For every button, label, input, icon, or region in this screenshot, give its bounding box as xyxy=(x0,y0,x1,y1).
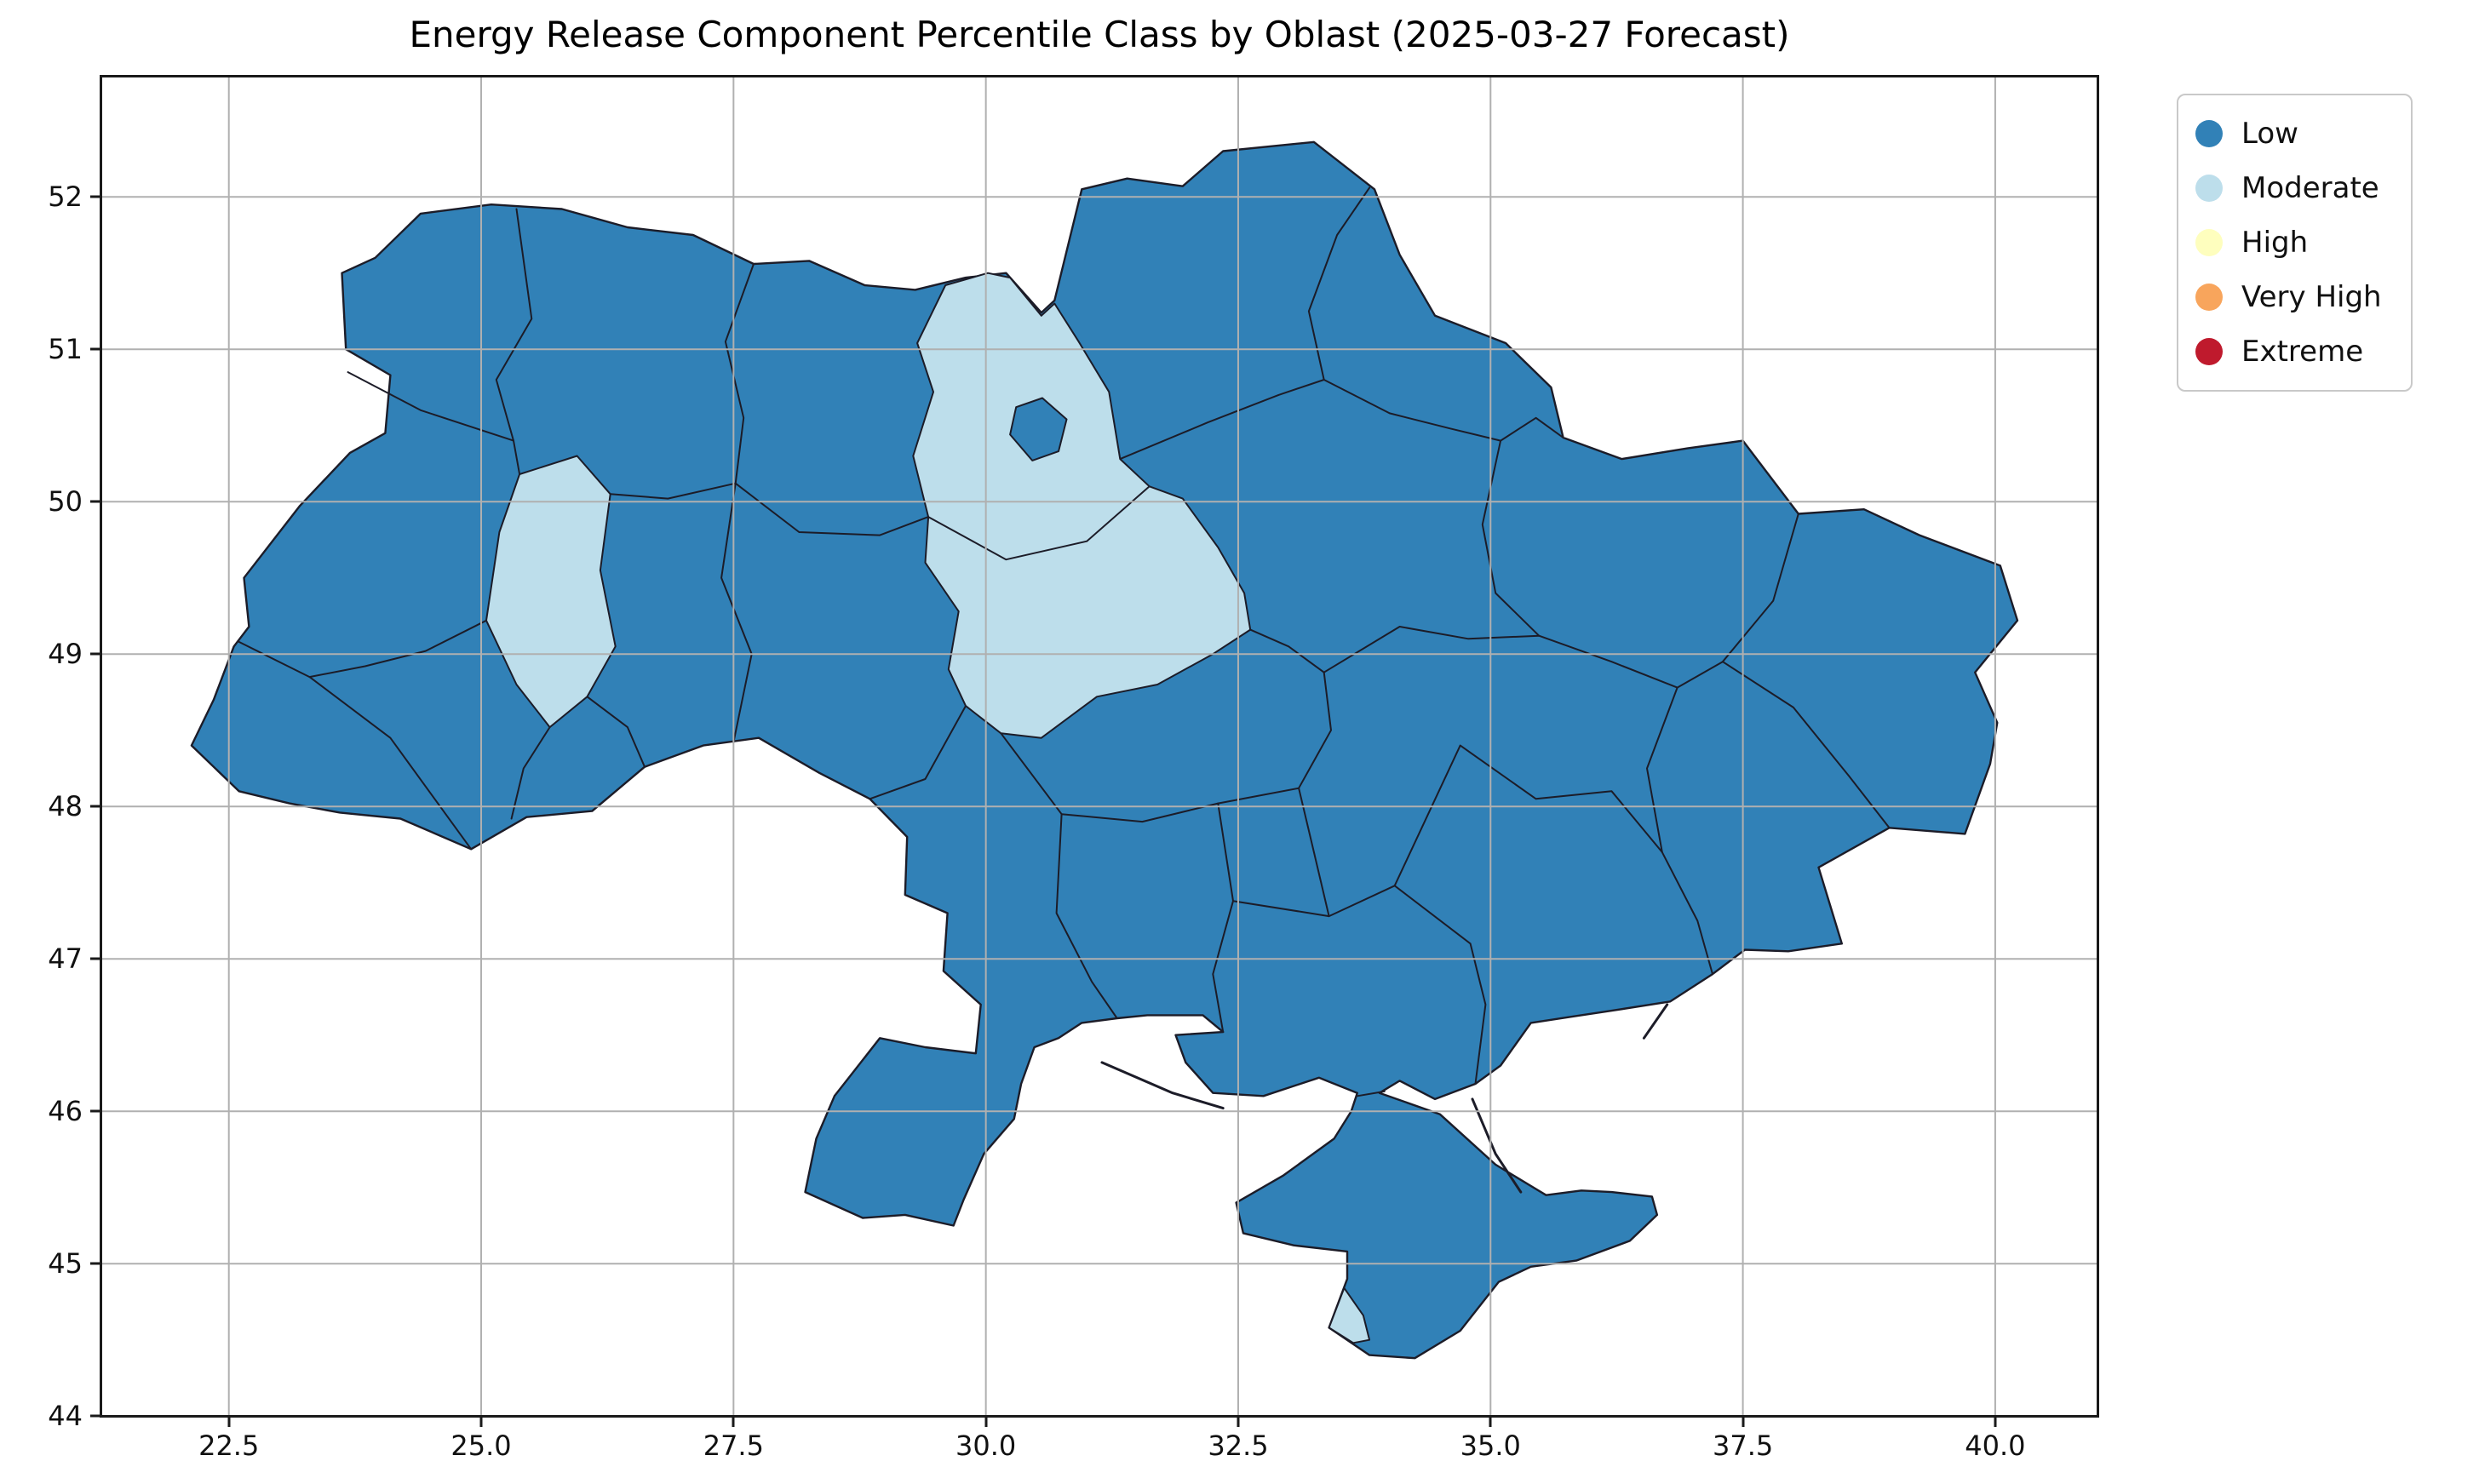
y-tick-mark xyxy=(90,1414,100,1418)
y-tick-mark xyxy=(90,1262,100,1265)
legend-marker-icon xyxy=(2195,175,2223,202)
oblast-moderate-region xyxy=(1328,1286,1371,1344)
oblast-border xyxy=(609,482,737,500)
legend-label: Moderate xyxy=(2241,171,2379,205)
oblast-border xyxy=(869,705,967,800)
map-svg xyxy=(100,75,2099,1418)
legend-label: Low xyxy=(2241,117,2298,151)
coastal-spit xyxy=(1642,1003,1669,1040)
oblast-border xyxy=(1721,661,1891,829)
oblast-border xyxy=(1119,379,1325,461)
oblast-border xyxy=(1298,671,1332,789)
y-tick-mark xyxy=(90,805,100,808)
coastal-spit xyxy=(1100,1061,1225,1110)
plot-area xyxy=(100,75,2099,1418)
oblast-border xyxy=(513,439,521,475)
oblast-border xyxy=(1500,416,1564,442)
chart-title: Energy Release Component Percentile Clas… xyxy=(409,14,1790,55)
y-tick-mark xyxy=(90,347,100,351)
legend-item: High xyxy=(2195,218,2382,267)
y-tick-label: 52 xyxy=(48,180,83,214)
y-tick-mark xyxy=(90,1109,100,1113)
y-tick-label: 46 xyxy=(48,1095,83,1128)
y-tick-label: 44 xyxy=(48,1400,83,1433)
oblast-border xyxy=(927,485,1151,561)
oblast-border xyxy=(1217,802,1234,902)
oblast-border xyxy=(510,726,551,820)
oblast-border xyxy=(1307,186,1371,381)
oblast-border xyxy=(1356,1090,1386,1097)
legend-label: High xyxy=(2241,226,2309,260)
x-tick-label: 30.0 xyxy=(955,1430,1017,1462)
y-tick-label: 47 xyxy=(48,943,83,976)
x-tick-mark xyxy=(1994,1418,1997,1427)
oblast-border xyxy=(1249,628,1325,673)
x-tick-mark xyxy=(1742,1418,1745,1427)
legend-item: Low xyxy=(2195,109,2382,158)
oblast-border xyxy=(1212,900,1234,1034)
oblast-border xyxy=(1060,787,1300,823)
legend-marker-icon xyxy=(2195,229,2223,256)
oblast-border xyxy=(347,371,514,442)
oblast-border xyxy=(1323,626,1541,673)
x-tick-mark xyxy=(227,1418,231,1427)
legend-marker-icon xyxy=(2195,120,2223,147)
x-tick-label: 25.0 xyxy=(450,1430,512,1462)
oblast-border xyxy=(308,619,487,679)
oblast-border xyxy=(1393,744,1663,887)
oblast-border xyxy=(1721,513,1799,663)
oblast-moderate-region xyxy=(485,455,617,729)
x-tick-mark xyxy=(1237,1418,1240,1427)
legend-label: Very High xyxy=(2241,280,2382,314)
x-tick-mark xyxy=(479,1418,483,1427)
y-tick-mark xyxy=(90,500,100,503)
oblast-border xyxy=(734,482,930,536)
y-tick-label: 51 xyxy=(48,333,83,366)
oblast-border xyxy=(1393,885,1487,1085)
low-enclave-shape xyxy=(1009,397,1068,461)
x-tick-label: 40.0 xyxy=(1965,1430,2026,1462)
oblast-border xyxy=(1000,732,1118,1019)
oblast-border xyxy=(586,696,646,768)
y-tick-label: 45 xyxy=(48,1247,83,1281)
legend-marker-icon xyxy=(2195,338,2223,365)
x-tick-label: 27.5 xyxy=(703,1430,764,1462)
oblast-border xyxy=(720,482,753,743)
y-tick-label: 50 xyxy=(48,485,83,519)
legend-marker-icon xyxy=(2195,284,2223,311)
oblast-border xyxy=(1646,686,1713,976)
y-tick-label: 49 xyxy=(48,638,83,671)
legend-item: Moderate xyxy=(2195,163,2382,213)
legend-item: Extreme xyxy=(2195,327,2382,376)
country-shape xyxy=(190,140,2019,1360)
x-tick-mark xyxy=(984,1418,988,1427)
x-tick-mark xyxy=(1489,1418,1492,1427)
oblast-border xyxy=(724,263,755,484)
coastal-spit xyxy=(1471,1097,1523,1194)
legend: Low Moderate High Very High Extreme xyxy=(2177,94,2413,392)
y-tick-mark xyxy=(90,652,100,656)
y-tick-mark xyxy=(90,195,100,198)
oblast-border xyxy=(1481,439,1541,637)
x-tick-label: 32.5 xyxy=(1208,1430,1269,1462)
oblast-border xyxy=(1538,634,1724,689)
legend-item: Very High xyxy=(2195,272,2382,322)
legend-label: Extreme xyxy=(2241,335,2364,369)
y-tick-mark xyxy=(90,957,100,960)
y-tick-label: 48 xyxy=(48,790,83,823)
x-tick-label: 22.5 xyxy=(198,1430,260,1462)
x-tick-label: 35.0 xyxy=(1460,1430,1521,1462)
x-tick-label: 37.5 xyxy=(1712,1430,1774,1462)
oblast-border xyxy=(1323,379,1502,442)
oblast-border xyxy=(1298,787,1330,918)
oblast-border xyxy=(238,640,473,851)
x-tick-mark xyxy=(732,1418,735,1427)
